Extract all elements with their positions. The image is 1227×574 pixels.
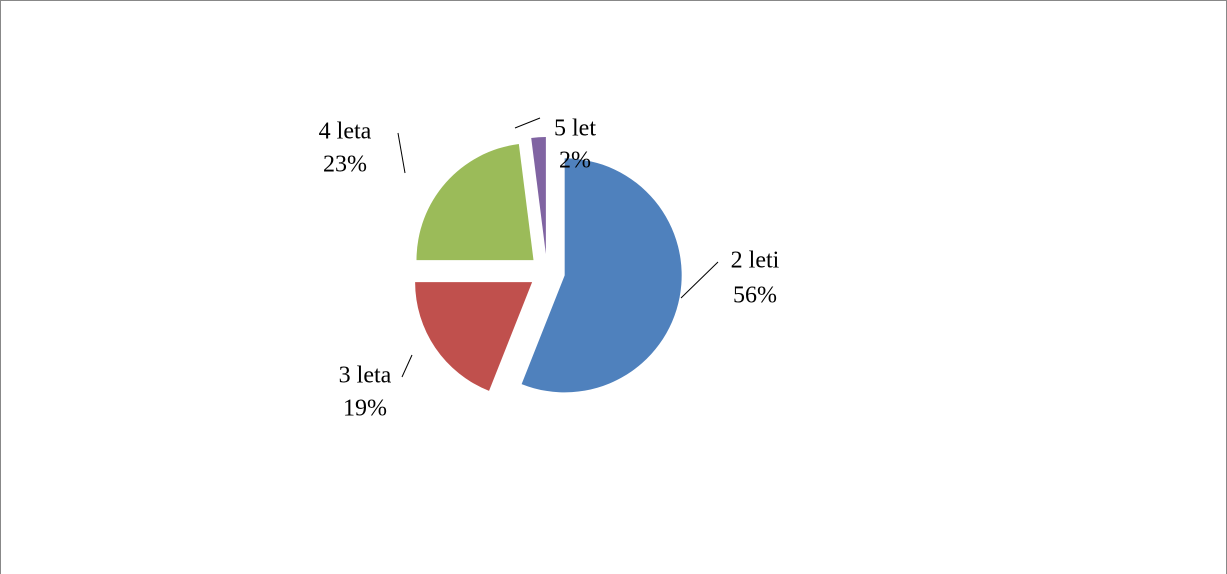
leader-line bbox=[401, 354, 413, 378]
pie-slice bbox=[521, 158, 682, 393]
slice-category-label: 3 leta bbox=[339, 363, 392, 389]
leader-line bbox=[514, 117, 541, 129]
leader-line bbox=[397, 132, 406, 174]
leader-line bbox=[680, 261, 719, 299]
pie-slice bbox=[416, 144, 534, 261]
slice-category-label: 4 leta bbox=[319, 119, 372, 145]
slice-value-label: 56% bbox=[733, 283, 777, 309]
slice-category-label: 5 let bbox=[554, 116, 596, 142]
slice-value-label: 19% bbox=[343, 396, 387, 422]
slice-value-label: 2% bbox=[559, 148, 591, 174]
slice-value-label: 23% bbox=[323, 152, 367, 178]
pie-slice bbox=[415, 282, 533, 391]
pie-slice bbox=[531, 137, 546, 255]
slice-category-label: 2 leti bbox=[731, 248, 780, 274]
